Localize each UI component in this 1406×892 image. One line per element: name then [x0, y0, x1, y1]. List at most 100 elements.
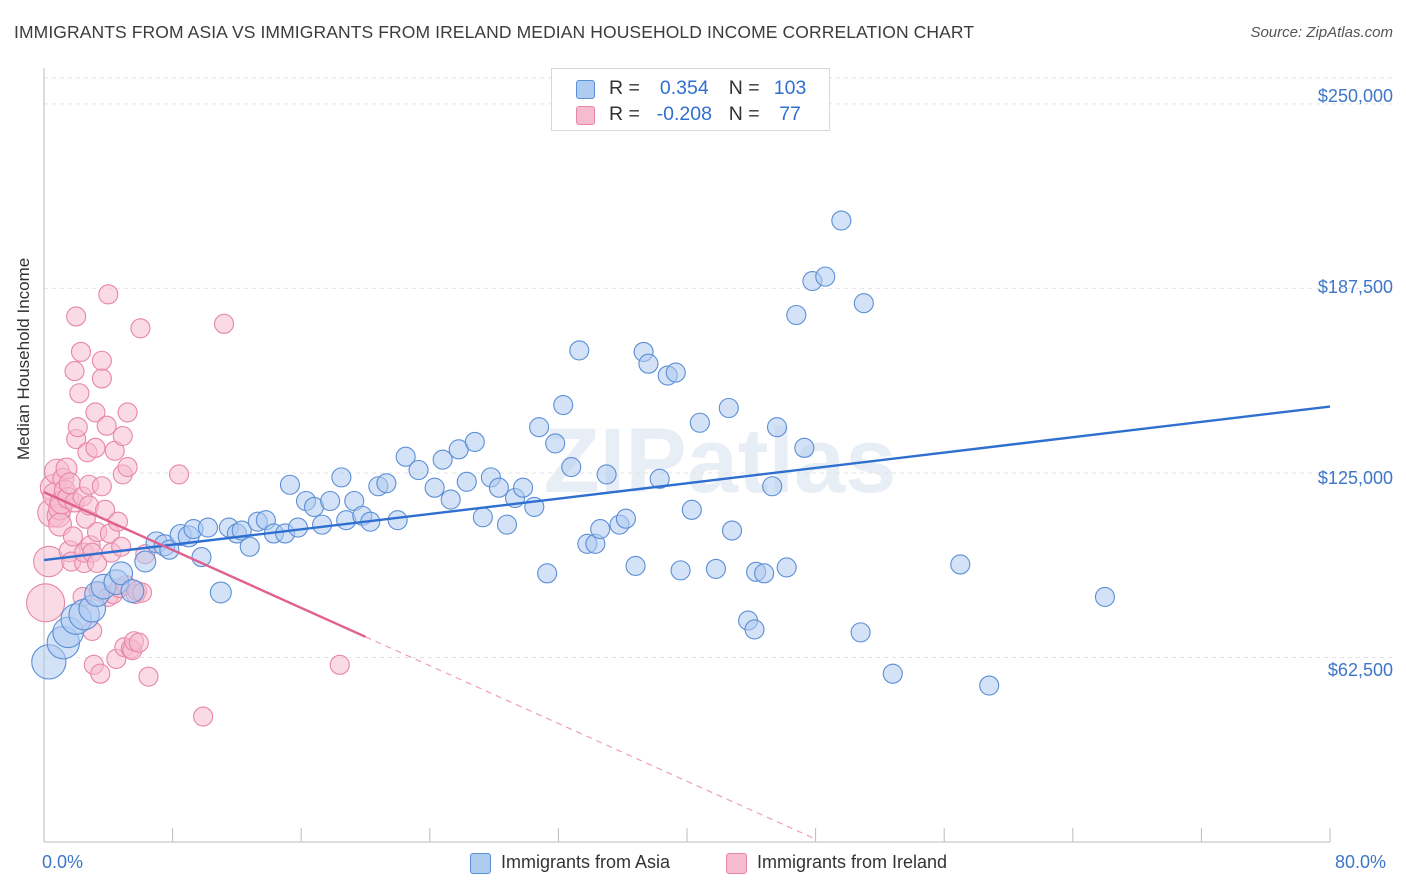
ireland-point [138, 666, 159, 687]
asia-point [376, 473, 397, 494]
ireland-point [85, 402, 106, 423]
asia-point [754, 563, 775, 584]
asia-point [744, 619, 765, 640]
asia-point [387, 510, 408, 531]
asia-point [882, 663, 903, 684]
asia-point [850, 622, 871, 643]
ireland-point [128, 632, 149, 653]
y-axis-label: Median Household Income [14, 257, 33, 460]
asia-point [331, 467, 352, 488]
legend-swatch-asia [576, 80, 595, 99]
asia-point [979, 675, 1000, 696]
ireland-trendline [43, 491, 366, 638]
x-tick-label-max: 80.0% [1335, 852, 1387, 872]
legend-n-label: N = [728, 77, 760, 99]
bottom-legend-swatch-ireland [726, 853, 747, 874]
asia-point [596, 464, 617, 485]
asia-point [529, 417, 550, 438]
ireland-point [85, 437, 106, 458]
asia-point [545, 433, 566, 454]
asia-point [134, 550, 157, 573]
ireland-point [168, 464, 190, 485]
ireland-point [117, 456, 138, 478]
bottom-legend-swatch-asia [470, 853, 491, 874]
asia-point [681, 499, 702, 520]
legend-r-label: R = [609, 103, 640, 125]
asia-point [561, 456, 582, 478]
asia-point [239, 536, 260, 557]
ireland-point [67, 417, 88, 438]
asia-point [496, 514, 518, 535]
asia-point [472, 507, 493, 528]
asia-point [776, 557, 797, 578]
ireland-trendline-extension [365, 636, 816, 840]
y-tick-label: $62,500 [1327, 660, 1393, 680]
ireland-point [69, 383, 90, 404]
asia-point [395, 446, 416, 467]
asia-point [1094, 586, 1115, 608]
legend-r-value-asia: 0.354 [659, 77, 709, 99]
correlation-legend: R = 0.354 N = 103 R = -0.208 N = 77 [551, 68, 830, 131]
asia-point [786, 304, 807, 326]
bottom-legend-label-asia: Immigrants from Asia [501, 852, 671, 872]
asia-point [689, 412, 710, 433]
ireland-point [117, 402, 138, 423]
y-tick-label: $125,000 [1317, 468, 1393, 488]
ireland-point [98, 284, 119, 305]
asia-point [424, 477, 445, 498]
asia-point [766, 417, 788, 438]
asia-point [718, 397, 739, 419]
asia-point [950, 554, 971, 575]
asia-point [209, 581, 232, 604]
asia-point [721, 520, 743, 541]
legend-n-value-ireland: 77 [779, 103, 801, 125]
asia-point [287, 517, 309, 538]
asia-point [488, 477, 509, 498]
asia-point [537, 563, 558, 584]
ireland-point [62, 526, 83, 547]
asia-point [625, 555, 646, 577]
asia-point [408, 459, 429, 481]
asia-point [456, 471, 477, 492]
asia-point [312, 514, 333, 535]
ireland-point [130, 318, 151, 339]
ireland-point [111, 536, 132, 557]
asia-point [569, 340, 590, 361]
legend-n-value-asia: 103 [773, 77, 807, 99]
asia-point [831, 210, 852, 231]
legend-r-value-ireland: -0.208 [656, 103, 712, 125]
asia-point [590, 518, 611, 540]
asia-point [432, 449, 453, 470]
ireland-point [90, 663, 111, 684]
asia-point [440, 489, 461, 510]
ireland-point [91, 368, 112, 389]
asia-point [638, 353, 659, 374]
asia-point [120, 579, 145, 603]
asia-point [512, 477, 534, 498]
ireland-point [26, 583, 66, 623]
legend-swatch-ireland [576, 106, 595, 125]
legend-r-label: R = [609, 77, 640, 99]
asia-point [279, 474, 300, 495]
bottom-legend-label-ireland: Immigrants from Ireland [757, 852, 948, 872]
y-tick-label: $187,500 [1317, 277, 1393, 297]
source-label: Source: ZipAtlas.com [1250, 24, 1393, 41]
asia-point [109, 561, 134, 586]
ireland-point [64, 361, 85, 382]
asia-point [794, 437, 815, 458]
ireland-point [329, 654, 350, 675]
asia-point [665, 362, 686, 383]
asia-point [320, 490, 341, 512]
asia-point [464, 431, 485, 453]
ireland-point [70, 341, 92, 362]
asia-point [670, 560, 691, 581]
asia-trendline [43, 405, 1331, 562]
watermark: ZIPatlas [544, 410, 897, 512]
asia-point [705, 558, 726, 579]
asia-point [853, 293, 874, 314]
asia-point [762, 476, 783, 497]
asia-point [553, 394, 574, 416]
legend-n-label: N = [728, 103, 760, 125]
ireland-point [66, 306, 87, 327]
